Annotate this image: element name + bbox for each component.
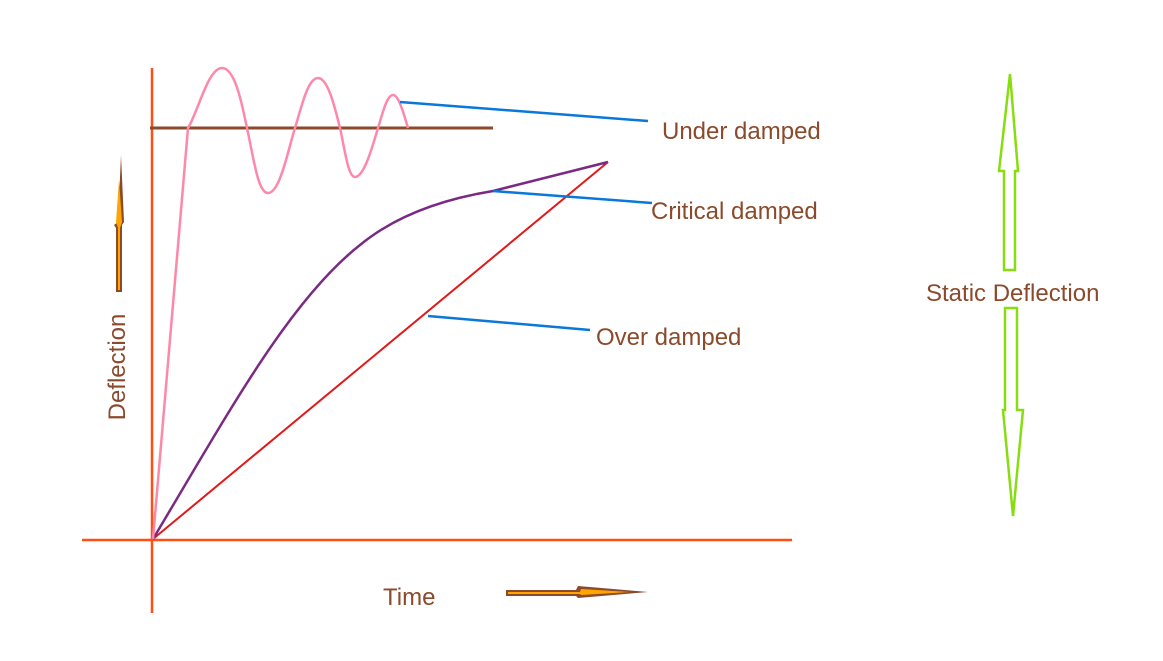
over-damped-curve (152, 161, 609, 540)
under-damped-leader (399, 100, 649, 123)
critical-damped-curve (151, 160, 609, 540)
critical-damped-label: Critical damped (651, 198, 818, 225)
static-deflection-label: Static Deflection (926, 280, 1100, 307)
y-axis-label: Deflection (104, 313, 131, 421)
time-direction-arrow-icon (506, 586, 648, 598)
over-damped-label: Over damped (596, 324, 742, 351)
deflection-direction-arrow-icon (114, 155, 124, 292)
x-axis-label: Time (383, 584, 436, 611)
critical-damped-leader (492, 189, 653, 205)
over-damped-leader (427, 314, 591, 332)
under-damped-curve (151, 66, 410, 540)
under-damped-label: Under damped (662, 118, 821, 145)
static-deflection-up-arrow-icon (997, 73, 1020, 272)
static-deflection-down-arrow-icon (1001, 306, 1025, 517)
